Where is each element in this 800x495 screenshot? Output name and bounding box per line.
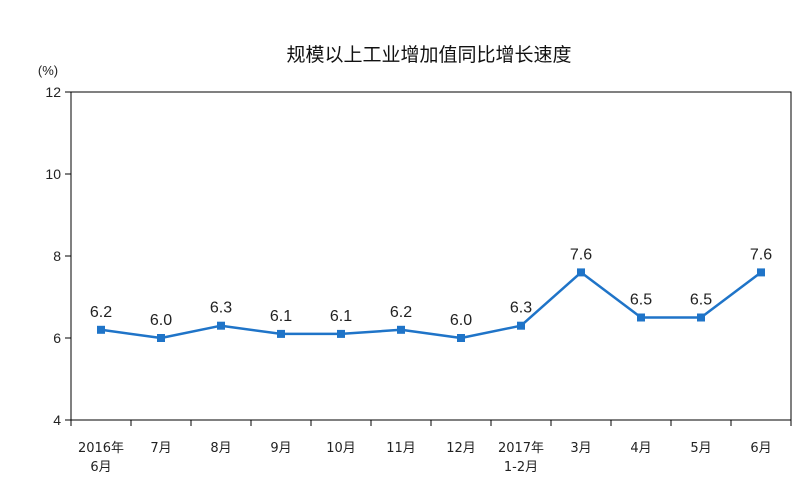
- data-point: [97, 325, 105, 334]
- data-label: 6.2: [390, 304, 412, 321]
- x-tick-label: 9月: [270, 441, 291, 456]
- data-point: [397, 325, 405, 334]
- data-label: 6.0: [450, 312, 472, 329]
- data-point: [157, 334, 165, 342]
- x-tick-label: 7月: [150, 441, 171, 456]
- x-tick-label: 5月: [690, 441, 711, 456]
- y-tick-label: 8: [53, 248, 61, 264]
- y-tick-label: 10: [45, 166, 61, 182]
- data-label: 6.1: [330, 308, 352, 325]
- data-point: [637, 313, 645, 322]
- data-label: 6.5: [630, 292, 652, 309]
- y-axis: 4 6 8 10 12: [45, 84, 71, 428]
- data-point: [217, 321, 225, 330]
- chart-title: 规模以上工业增加值同比增长速度: [286, 44, 571, 66]
- data-point: [577, 268, 585, 277]
- x-tick-label: 11月: [386, 441, 416, 456]
- data-label: 6.0: [150, 312, 172, 329]
- data-label: 6.1: [270, 308, 292, 325]
- x-tick-label: 12月: [446, 441, 476, 456]
- x-tick-label: 3月: [570, 441, 591, 456]
- x-tick-label: 4月: [630, 441, 651, 456]
- data-label: 7.6: [570, 246, 592, 263]
- x-tick-label: 1-2月: [504, 460, 538, 475]
- data-point: [337, 329, 345, 338]
- x-tick-label: 6月: [750, 441, 771, 456]
- data-label: 6.5: [690, 292, 712, 309]
- series-group: 6.2 6.0 6.3 6.1 6.1 6.2 6.0 6.3 7.6 6.5 6.5 7.6: [90, 246, 772, 342]
- data-point: [757, 268, 765, 277]
- series-line: [100, 271, 762, 340]
- y-tick-label: 12: [45, 84, 61, 100]
- data-point: [517, 321, 525, 330]
- x-tick-label: 2017年: [498, 441, 544, 456]
- y-tick-label: 4: [53, 412, 61, 428]
- x-tick-label: 2016年: [78, 441, 124, 456]
- data-label: 6.3: [510, 300, 532, 317]
- plot-area-frame: [70, 91, 792, 421]
- data-point: [277, 329, 285, 338]
- y-tick-label: 6: [53, 330, 61, 346]
- x-tick-label: 6月: [90, 460, 111, 475]
- data-point: [457, 334, 465, 342]
- y-axis-unit-label: (%): [38, 63, 58, 78]
- x-tick-label: 8月: [210, 441, 231, 456]
- data-label: 6.2: [90, 304, 112, 321]
- x-axis: 2016年 6月 7月 8月 9月 10月 11月 12月 2017年 1-2月 3月 4月 5月 6月: [70, 420, 792, 475]
- data-point: [697, 313, 705, 322]
- data-label: 6.3: [210, 300, 232, 317]
- x-tick-label: 10月: [326, 441, 356, 456]
- data-label: 7.6: [750, 246, 772, 263]
